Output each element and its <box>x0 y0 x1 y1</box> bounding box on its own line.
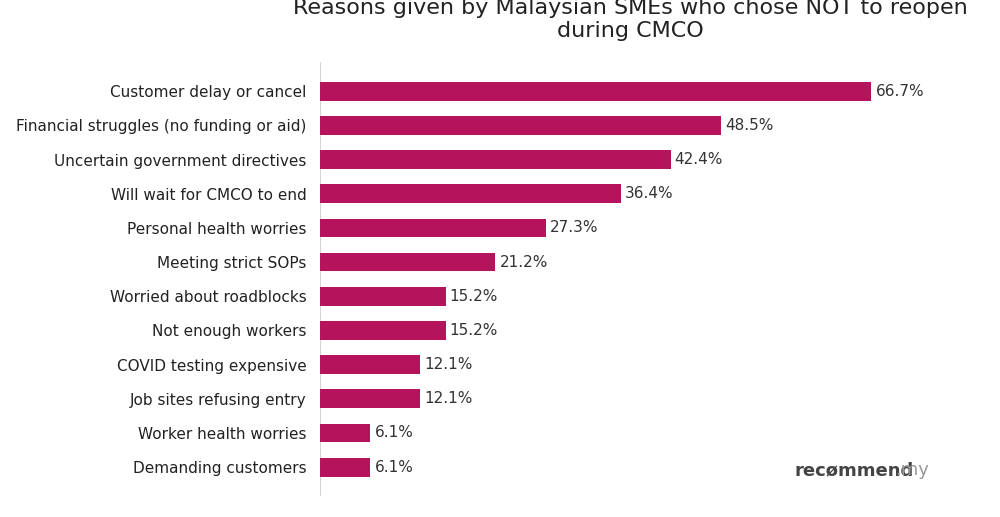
Bar <box>320 355 420 374</box>
Text: 15.2%: 15.2% <box>450 289 498 304</box>
Bar <box>320 389 420 408</box>
Title: Reasons given by Malaysian SMEs who chose NOT to reopen
during CMCO: Reasons given by Malaysian SMEs who chos… <box>293 0 967 41</box>
Text: 42.4%: 42.4% <box>675 152 723 167</box>
Bar <box>320 82 871 101</box>
Bar <box>320 321 446 340</box>
Text: 15.2%: 15.2% <box>450 323 498 338</box>
Text: 12.1%: 12.1% <box>424 357 473 372</box>
Bar <box>320 219 546 237</box>
Bar <box>320 116 721 135</box>
Text: 6.1%: 6.1% <box>375 460 413 475</box>
Bar <box>320 253 495 271</box>
Bar <box>320 287 446 306</box>
Text: .my: .my <box>895 462 929 479</box>
Text: recømmend: recømmend <box>795 462 914 479</box>
Bar <box>320 150 671 169</box>
Text: 36.4%: 36.4% <box>625 186 674 201</box>
Bar <box>320 458 370 477</box>
Bar <box>320 185 621 203</box>
Text: 21.2%: 21.2% <box>499 254 548 269</box>
Text: 27.3%: 27.3% <box>550 220 598 235</box>
Text: 6.1%: 6.1% <box>375 425 413 440</box>
Text: 12.1%: 12.1% <box>424 391 473 406</box>
Bar <box>320 423 370 443</box>
Text: 66.7%: 66.7% <box>876 84 924 99</box>
Text: 48.5%: 48.5% <box>725 118 773 133</box>
